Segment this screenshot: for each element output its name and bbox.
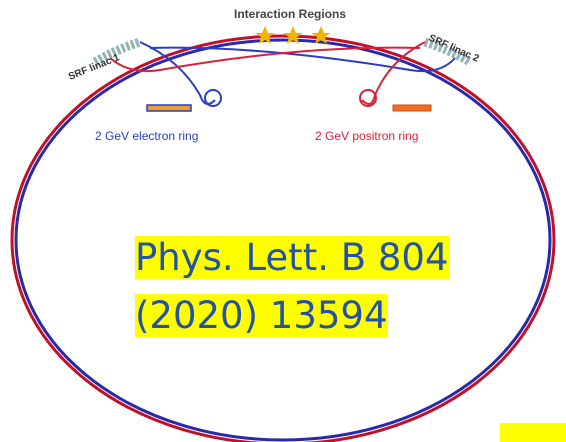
linac-left — [92, 37, 142, 66]
outer-ring-red — [10, 34, 556, 442]
citation-text: Phys. Lett. B 804 — [135, 236, 449, 279]
citation-line: Phys. Lett. B 804 — [135, 236, 449, 280]
electron-ring-label: 2 GeV electron ring — [95, 129, 198, 143]
positron-loop — [359, 89, 377, 107]
electron-loop — [204, 89, 222, 107]
interaction-stars — [255, 26, 331, 44]
citation-line: (2020) 13594 — [135, 294, 388, 338]
linac-left-label: SRF linac 1 — [67, 52, 122, 83]
electron-transfer — [149, 46, 456, 73]
outer-ring-blue — [14, 38, 552, 442]
highlight-box — [500, 423, 566, 442]
title: Interaction Regions — [234, 7, 346, 21]
linac-right — [423, 37, 473, 66]
positron-transfer — [109, 46, 421, 73]
electron-source — [146, 104, 192, 112]
citation-text: (2020) 13594 — [135, 294, 388, 337]
positron-ring-label: 2 GeV positron ring — [315, 129, 418, 143]
positron-source — [392, 104, 432, 112]
